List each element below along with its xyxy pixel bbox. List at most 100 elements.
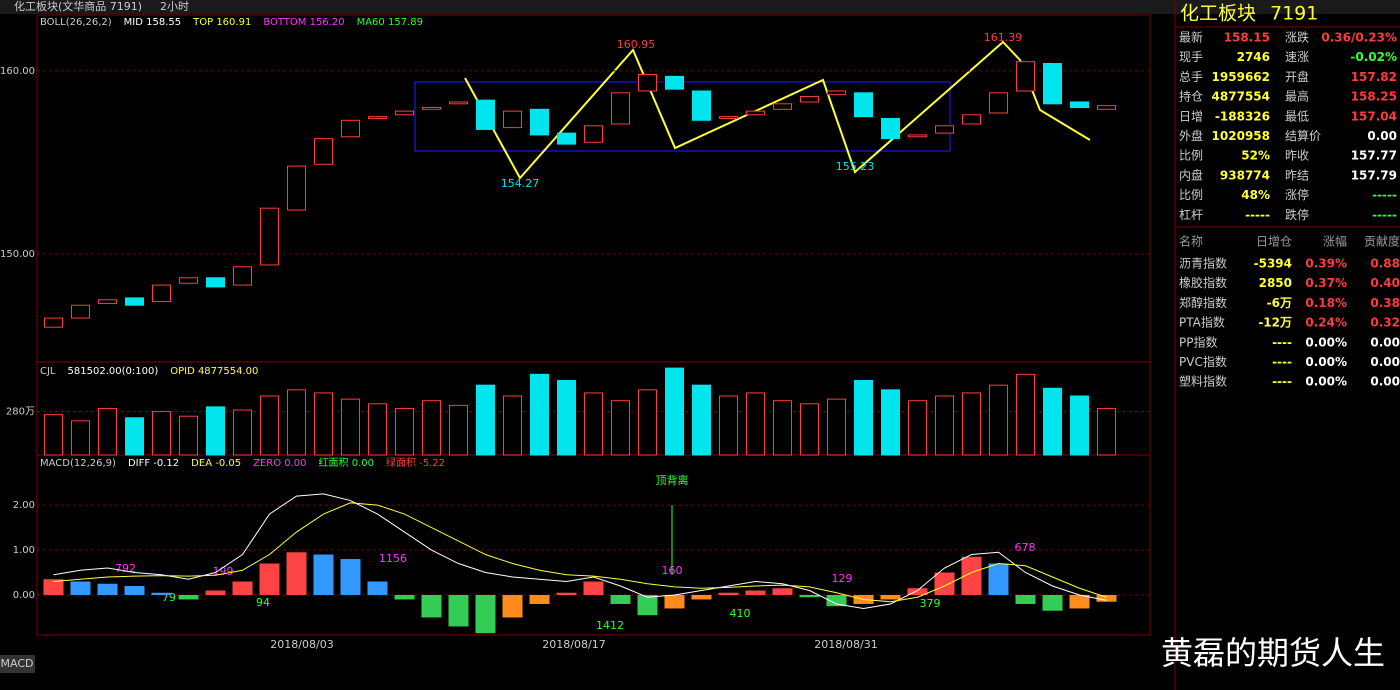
volume-bar xyxy=(179,415,198,456)
candle xyxy=(854,92,873,118)
volume-bar xyxy=(692,384,711,456)
macd-bar xyxy=(691,594,712,600)
y-tick-label: 160.00 xyxy=(0,66,35,77)
tab[interactable] xyxy=(0,655,35,673)
volume-bar xyxy=(989,384,1008,456)
quote-label: 持仓 xyxy=(1179,89,1203,104)
table-cell: 郑醇指数 xyxy=(1179,295,1227,310)
table-cell: 0.88 xyxy=(1370,257,1400,271)
quote-label: 跌停 xyxy=(1285,207,1309,222)
quote-label: 涨跌 xyxy=(1285,30,1309,45)
candle xyxy=(314,138,333,165)
macd-bar xyxy=(124,585,145,595)
annotation: 678 xyxy=(1015,541,1036,554)
quote-value: 158.15 xyxy=(1224,31,1270,45)
macd-bar xyxy=(313,554,334,595)
volume-bar xyxy=(746,392,765,456)
volume-bar xyxy=(1070,395,1089,456)
volume-bar xyxy=(287,389,306,456)
macd-bar xyxy=(286,552,307,595)
quote-label: 昨结 xyxy=(1285,168,1309,182)
volume-bar xyxy=(260,395,279,456)
volume-bar xyxy=(530,373,549,456)
volume-bar xyxy=(773,400,792,456)
volume-bar xyxy=(1016,373,1035,456)
macd-bar xyxy=(43,579,64,595)
quote-label: 开盘 xyxy=(1285,69,1309,84)
quote-value: 2746 xyxy=(1237,50,1270,64)
candle xyxy=(638,74,657,92)
macd-bar xyxy=(961,556,982,595)
tab-label[interactable]: MACD xyxy=(1,657,34,670)
macd-bar xyxy=(367,581,388,595)
quote-value: 0.00 xyxy=(1367,129,1397,143)
macd-bar xyxy=(475,594,496,634)
volume-bar xyxy=(44,414,63,456)
table-cell: ---- xyxy=(1272,355,1292,369)
table-header: 贡献度 xyxy=(1364,234,1400,249)
top-bar xyxy=(0,0,1400,14)
candle xyxy=(44,317,63,328)
annotation: 410 xyxy=(730,607,751,620)
table-header: 名称 xyxy=(1179,234,1203,249)
macd-bar xyxy=(826,594,847,607)
volume-bar xyxy=(854,380,873,456)
quote-value: 157.77 xyxy=(1351,149,1397,163)
macd-bar xyxy=(745,590,766,595)
quote-label: 涨停 xyxy=(1285,187,1309,202)
volume-bar xyxy=(233,409,252,456)
volume-bar xyxy=(908,400,927,456)
macd-bar xyxy=(637,594,658,616)
table-cell: 0.39% xyxy=(1305,257,1347,271)
macd-bar xyxy=(502,594,523,618)
table-header: 日增仓 xyxy=(1256,235,1292,249)
legend-item: CJL xyxy=(40,366,56,377)
legend-item: MACD(12,26,9) xyxy=(40,458,116,469)
macd-bar xyxy=(1015,594,1036,604)
y-tick-label: 0.00 xyxy=(13,590,35,601)
volume-bar xyxy=(800,403,819,456)
annotation: 129 xyxy=(832,572,853,585)
candle xyxy=(881,117,900,140)
table-cell: 0.00 xyxy=(1370,335,1400,349)
quote-label: 速涨 xyxy=(1285,49,1309,64)
watermark: 黄磊的期货人生 xyxy=(1161,634,1385,672)
table-cell: 0.00% xyxy=(1305,355,1347,369)
volume-bar xyxy=(152,411,171,456)
table-cell: 0.00 xyxy=(1370,375,1400,389)
table-cell: 0.40 xyxy=(1370,276,1400,290)
candle xyxy=(665,75,684,90)
legend-item: 绿面积 -5.22 xyxy=(386,456,445,469)
candle xyxy=(152,284,171,303)
volume-bar xyxy=(341,398,360,456)
volume-bar xyxy=(503,395,522,456)
legend-item: TOP 160.91 xyxy=(192,17,251,28)
macd-bar xyxy=(610,594,631,604)
quote-label: 结算价 xyxy=(1285,128,1321,143)
candle xyxy=(1043,63,1062,105)
quote-value: ----- xyxy=(1372,208,1397,222)
quote-code: 7191 xyxy=(1270,3,1318,25)
quote-value: 157.82 xyxy=(1351,70,1397,84)
table-cell: 0.32 xyxy=(1370,316,1400,330)
y-tick-label: 280万 xyxy=(6,407,35,418)
volume-bar xyxy=(557,380,576,456)
annotation: 顶背离 xyxy=(656,473,689,487)
period[interactable]: 2小时 xyxy=(160,0,189,13)
candle xyxy=(206,277,225,288)
macd-bar xyxy=(421,594,442,618)
quote-label: 昨收 xyxy=(1285,149,1309,163)
quote-label: 杠杆 xyxy=(1179,207,1203,222)
quote-label: 总手 xyxy=(1179,70,1203,84)
quote-label: 日增 xyxy=(1179,109,1203,123)
annotation: 161.39 xyxy=(984,31,1023,44)
quote-label: 比例 xyxy=(1179,188,1203,202)
candle xyxy=(962,114,981,125)
candle xyxy=(125,297,144,306)
legend-item: 581502.00(0:100) xyxy=(68,366,159,377)
volume-bar xyxy=(368,403,387,456)
quote-value: 0.36/0.23% xyxy=(1321,31,1397,45)
volume-bar xyxy=(314,392,333,456)
volume-bar xyxy=(71,420,90,456)
